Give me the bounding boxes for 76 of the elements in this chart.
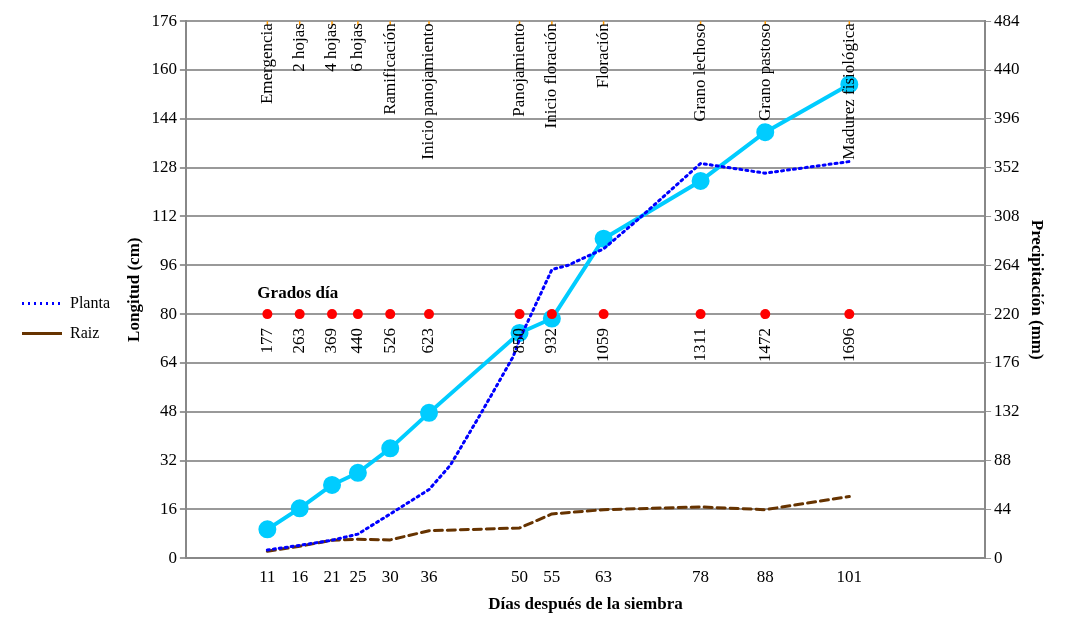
annotation: 177 xyxy=(256,327,276,354)
annotation: 1696 xyxy=(838,328,858,363)
y2-tick-label: 396 xyxy=(994,108,1020,128)
y-tick-label: 112 xyxy=(152,205,177,225)
y-tick-label: 160 xyxy=(151,59,177,79)
ref-line-label: Ramificación xyxy=(379,22,399,115)
y-tick-label: 80 xyxy=(159,303,177,323)
y2-tick-label: 176 xyxy=(994,352,1020,372)
y-tick-label: 128 xyxy=(151,157,177,177)
ref-line-label: Inicio panojamiento xyxy=(418,23,438,160)
annotation: 1311 xyxy=(690,328,710,362)
point xyxy=(420,403,439,422)
x-tick-label: 63 xyxy=(595,566,613,586)
point xyxy=(756,123,775,142)
x-tick-label: 16 xyxy=(291,566,309,586)
ref-line-label: Madurez fisiológica xyxy=(838,22,858,160)
ref-line-label: Panojamiento xyxy=(509,23,529,117)
x-tick-label: 88 xyxy=(756,566,774,586)
y-tick-label: 64 xyxy=(159,352,178,372)
y2-tick-label: 0 xyxy=(994,547,1003,567)
x-axis-title: Días después de la siembra xyxy=(488,594,684,614)
point xyxy=(594,229,613,248)
y-tick-label: 96 xyxy=(159,254,177,274)
ref-line-label: Emergencia xyxy=(256,22,276,105)
y2-tick-label: 264 xyxy=(994,254,1021,274)
x-tick-label: 21 xyxy=(323,566,341,586)
x-tick-label: 30 xyxy=(381,566,399,586)
annotation: 1059 xyxy=(593,328,613,363)
point xyxy=(323,475,342,494)
y2-tick-label: 88 xyxy=(994,450,1012,470)
x-tick-label: 101 xyxy=(836,566,863,586)
y2-tick-label: 352 xyxy=(994,157,1020,177)
y2-tick-label: 308 xyxy=(994,205,1020,225)
y2-tick-label: 132 xyxy=(994,401,1020,421)
annotation: 526 xyxy=(379,328,399,354)
y-axis-title: Longitud (cm) xyxy=(123,237,143,342)
ref-line-label: 6 hojas xyxy=(347,23,367,72)
x-tick-label: 25 xyxy=(349,566,367,586)
ref-line-label: Floración xyxy=(593,22,613,89)
ref-line-label: Grano pastoso xyxy=(754,23,774,121)
annotation: 263 xyxy=(289,328,309,354)
y2-tick-label: 484 xyxy=(994,10,1021,30)
annotation: 932 xyxy=(541,328,561,354)
x-tick-label: 11 xyxy=(259,566,276,586)
y2-tick-label: 440 xyxy=(994,59,1020,79)
point xyxy=(381,439,400,458)
ref-line-label: Grano lechoso xyxy=(690,23,710,122)
annotation: 369 xyxy=(321,328,341,354)
x-tick-label: 50 xyxy=(511,566,529,586)
y-tick-label: 0 xyxy=(168,547,177,567)
annotation: 850 xyxy=(509,328,529,354)
y-tick-label: 32 xyxy=(159,450,177,470)
point xyxy=(691,171,710,190)
x-tick-label: 36 xyxy=(420,566,438,586)
y-tick-label: 16 xyxy=(159,498,177,518)
ref-line-label: Inicio floración xyxy=(541,22,561,129)
y2-tick-label: 220 xyxy=(994,303,1020,323)
point xyxy=(258,520,277,539)
ref-line-label: 4 hojas xyxy=(321,23,341,72)
annotation: 440 xyxy=(347,328,367,354)
x-tick-label: 78 xyxy=(692,566,710,586)
y2-axis-title: Precipitación (mm) xyxy=(1028,219,1048,360)
y-tick-label: 48 xyxy=(159,401,177,421)
y-tick-label: 144 xyxy=(151,108,178,128)
point xyxy=(348,463,367,482)
x-tick-label: 55 xyxy=(543,566,561,586)
y2-tick-label: 44 xyxy=(994,498,1012,518)
annotation: 1472 xyxy=(754,328,774,363)
annotation: 623 xyxy=(418,328,438,354)
line-series xyxy=(265,495,851,553)
y-tick-label: 176 xyxy=(151,10,177,30)
legend-label: Planta xyxy=(70,293,110,311)
annotation: Grados día xyxy=(257,283,339,302)
legend-label: Raiz xyxy=(70,323,100,341)
ref-line-label: 2 hojas xyxy=(289,23,309,72)
point xyxy=(290,499,309,518)
